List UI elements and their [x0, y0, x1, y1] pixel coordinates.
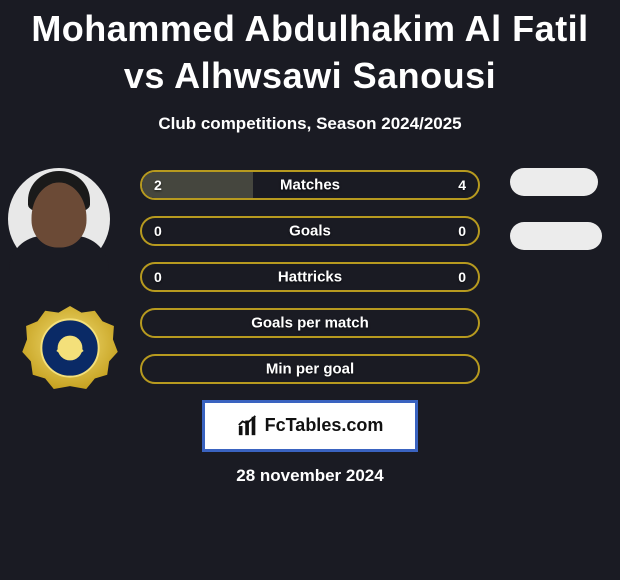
stat-bars: 2 4 Matches 0 0 Goals 0 0 Hattricks Goals per mat… — [140, 170, 480, 384]
stat-left-value: 0 — [154, 223, 162, 239]
stat-bar: Min per goal — [140, 354, 480, 384]
stat-left-value: 2 — [154, 177, 162, 193]
stat-bar: 0 0 Hattricks — [140, 262, 480, 292]
stat-bar: 0 0 Goals — [140, 216, 480, 246]
subtitle: Club competitions, Season 2024/2025 — [0, 114, 620, 134]
stat-label: Hattricks — [278, 268, 342, 285]
stat-label: Matches — [280, 176, 340, 193]
stat-label: Min per goal — [266, 360, 354, 377]
stat-left-value: 0 — [154, 269, 162, 285]
chart-icon — [237, 415, 259, 437]
player2-avatar-placeholder-2 — [510, 222, 602, 250]
fctables-badge[interactable]: FcTables.com — [202, 400, 418, 452]
stat-right-value: 0 — [458, 269, 466, 285]
date-text: 28 november 2024 — [0, 466, 620, 486]
comparison-area: 2 4 Matches 0 0 Goals 0 0 Hattricks Goals per mat… — [0, 170, 620, 384]
stat-bar: 2 4 Matches — [140, 170, 480, 200]
player1-avatar — [8, 168, 110, 270]
stat-bar: Goals per match — [140, 308, 480, 338]
club-crest — [22, 306, 118, 390]
stat-label: Goals — [289, 222, 331, 239]
stat-right-value: 4 — [458, 177, 466, 193]
player2-avatar-placeholder-1 — [510, 168, 598, 196]
page-title: Mohammed Abdulhakim Al Fatil vs Alhwsawi… — [0, 0, 620, 100]
stat-label: Goals per match — [251, 314, 369, 331]
badge-text: FcTables.com — [265, 415, 384, 436]
stat-right-value: 0 — [458, 223, 466, 239]
